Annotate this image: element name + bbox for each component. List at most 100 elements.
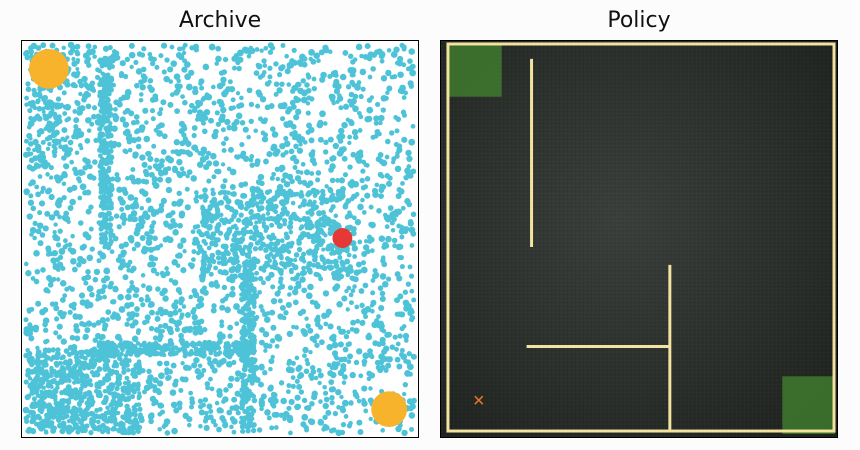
archive-point xyxy=(105,243,111,250)
archive-point xyxy=(309,171,315,176)
archive-point xyxy=(235,410,241,416)
archive-point xyxy=(249,154,255,159)
archive-point xyxy=(401,136,408,143)
archive-point xyxy=(205,385,211,391)
archive-point xyxy=(85,407,90,412)
archive-point xyxy=(136,381,141,386)
archive-point xyxy=(159,311,165,317)
archive-point xyxy=(159,290,166,297)
archive-point xyxy=(360,197,365,203)
archive-point xyxy=(85,103,92,110)
archive-point xyxy=(406,155,413,162)
archive-point xyxy=(91,322,97,328)
archive-point xyxy=(305,101,311,106)
archive-point xyxy=(208,234,215,241)
archive-point xyxy=(50,347,56,353)
archive-point xyxy=(201,352,207,358)
archive-point xyxy=(328,386,335,393)
archive-point xyxy=(381,244,387,250)
archive-point xyxy=(79,183,87,191)
archive-point xyxy=(213,422,218,428)
archive-point xyxy=(216,391,223,398)
archive-point xyxy=(270,205,276,212)
archive-point xyxy=(34,114,39,119)
archive-point xyxy=(326,343,334,351)
archive-point xyxy=(350,288,356,294)
archive-point xyxy=(55,267,61,272)
archive-point xyxy=(361,251,368,258)
archive-point xyxy=(302,346,309,354)
archive-point xyxy=(84,158,91,166)
archive-point xyxy=(399,234,405,240)
archive-point xyxy=(167,66,174,73)
archive-point xyxy=(305,405,312,412)
archive-point xyxy=(362,244,370,251)
archive-point xyxy=(221,284,228,291)
archive-point xyxy=(53,222,58,227)
archive-point xyxy=(84,327,91,334)
archive-point xyxy=(270,354,275,360)
archive-point xyxy=(347,164,353,170)
archive-point xyxy=(355,318,361,324)
archive-point xyxy=(33,359,38,364)
archive-point xyxy=(213,242,219,248)
archive-point xyxy=(175,87,181,94)
archive-point xyxy=(220,81,226,87)
archive-point xyxy=(32,220,38,226)
archive-point xyxy=(407,264,413,269)
archive-point xyxy=(248,101,255,108)
archive-point xyxy=(248,221,254,227)
archive-point xyxy=(138,296,144,303)
archive-point xyxy=(235,91,241,96)
archive-point xyxy=(257,231,264,238)
archive-point xyxy=(283,140,291,148)
archive-point xyxy=(338,177,346,184)
archive-point xyxy=(292,130,298,136)
archive-point xyxy=(35,145,42,151)
archive-point xyxy=(26,146,31,152)
archive-point xyxy=(100,71,105,76)
archive-point xyxy=(231,342,238,349)
archive-point xyxy=(132,388,138,393)
archive-point xyxy=(263,225,268,230)
archive-point xyxy=(72,364,78,370)
archive-point xyxy=(265,275,272,282)
archive-point xyxy=(41,363,46,368)
archive-point xyxy=(394,297,400,304)
archive-point xyxy=(360,266,368,274)
archive-point xyxy=(171,279,179,286)
archive-point xyxy=(152,182,160,189)
archive-point xyxy=(316,58,321,63)
archive-point xyxy=(403,338,409,343)
archive-point xyxy=(301,413,309,421)
archive-point xyxy=(244,223,250,229)
current-position-marker xyxy=(332,228,353,248)
archive-point xyxy=(341,295,348,302)
archive-point xyxy=(305,110,311,116)
archive-point xyxy=(358,288,365,294)
archive-point xyxy=(72,313,78,319)
archive-point xyxy=(249,215,255,221)
archive-point xyxy=(55,385,60,390)
archive-point xyxy=(378,235,386,242)
policy-plot xyxy=(441,41,837,437)
archive-point xyxy=(98,221,104,227)
archive-point xyxy=(113,359,118,364)
archive-point xyxy=(379,295,386,303)
archive-point xyxy=(267,234,272,240)
archive-point xyxy=(132,293,138,298)
archive-point xyxy=(51,276,57,282)
archive-point xyxy=(339,394,344,400)
archive-point xyxy=(343,266,349,272)
archive-point xyxy=(91,113,97,120)
archive-point xyxy=(378,304,385,312)
archive-point xyxy=(77,255,84,263)
archive-point xyxy=(212,358,219,365)
archive-point xyxy=(129,267,135,274)
archive-point xyxy=(292,192,298,198)
archive-point xyxy=(329,196,335,202)
goal-zone-bottom-right xyxy=(782,376,836,435)
policy-title: Policy xyxy=(607,8,671,33)
archive-point xyxy=(86,285,94,293)
archive-point xyxy=(239,141,245,148)
